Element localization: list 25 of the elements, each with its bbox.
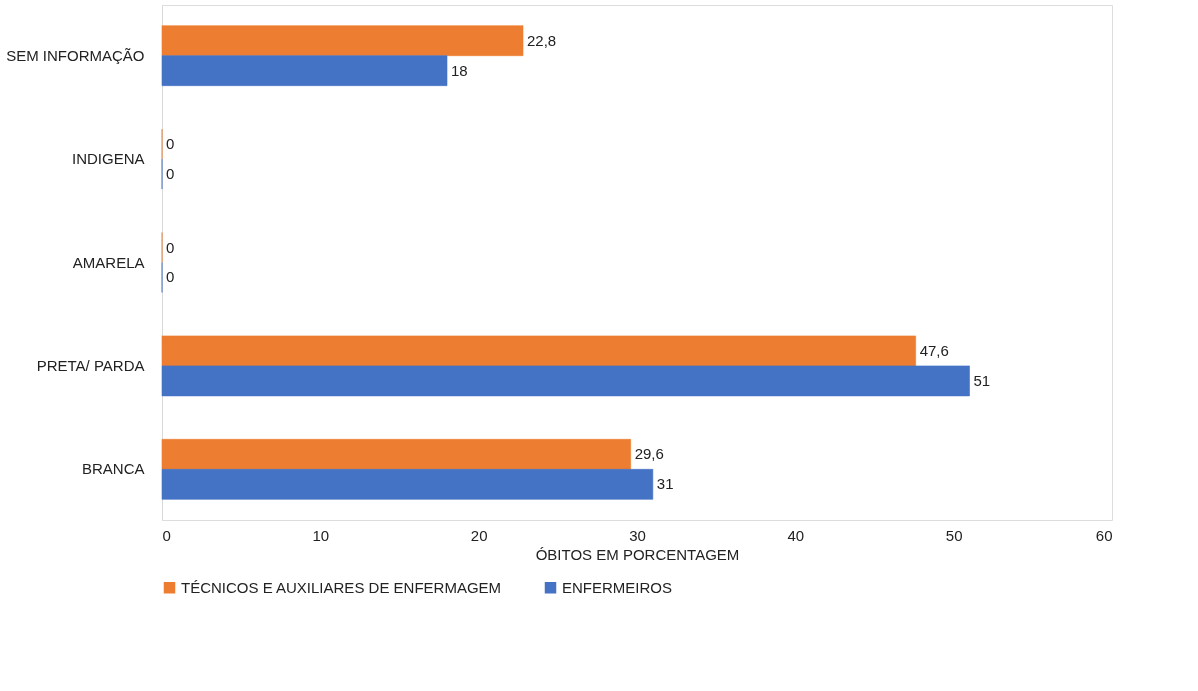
data-label: 22,8 [527,31,557,49]
data-label: 31 [656,475,674,493]
data-label: 51 [973,371,991,389]
y-tick-label: SEM INFORMAÇÃO [6,46,145,64]
data-label: 18 [451,61,468,79]
data-label: 47,6 [919,341,949,359]
data-label: 0 [166,238,175,256]
y-tick-label: INDIGENA [71,150,145,168]
x-tick-label: 20 [470,526,488,544]
x-tick-label: 30 [629,526,646,544]
x-tick-label: 10 [312,526,330,544]
data-label: 0 [166,135,175,153]
y-tick-label: PRETA/ PARDA [36,356,145,374]
data-label: 0 [166,165,175,183]
x-tick-label: 40 [787,526,805,544]
y-tick-label: BRANCA [81,460,145,478]
x-axis-title: ÓBITOS EM PORCENTAGEM [535,545,740,563]
x-tick-label: 50 [945,526,963,544]
data-label: 0 [166,268,175,286]
legend-label: TÉCNICOS E AUXILIARES DE ENFERMAGEM [181,578,502,596]
legend-label: ENFERMEIROS [562,578,673,596]
x-tick-label: 0 [162,526,171,544]
x-tick-label: 60 [1095,526,1113,544]
y-tick-label: AMARELA [72,253,145,271]
data-label: 29,6 [634,445,664,463]
